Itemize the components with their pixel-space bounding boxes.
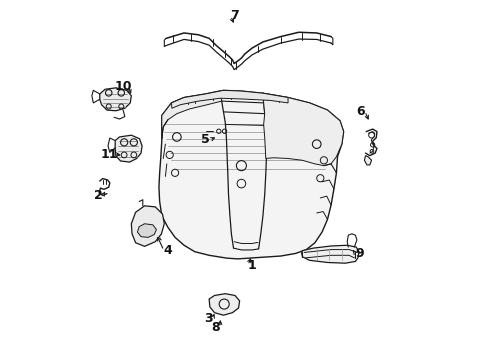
- Polygon shape: [131, 206, 164, 246]
- Polygon shape: [137, 224, 156, 237]
- Text: 4: 4: [164, 244, 172, 257]
- Text: 3: 3: [204, 312, 212, 325]
- Text: 5: 5: [201, 133, 210, 146]
- Text: 8: 8: [211, 321, 220, 334]
- Polygon shape: [159, 90, 343, 259]
- Text: 10: 10: [115, 80, 132, 93]
- Polygon shape: [365, 156, 371, 165]
- Text: 2: 2: [94, 189, 103, 202]
- Polygon shape: [100, 88, 131, 111]
- Polygon shape: [302, 245, 359, 263]
- Polygon shape: [162, 91, 221, 139]
- Text: 1: 1: [248, 259, 257, 272]
- Polygon shape: [215, 127, 230, 138]
- Text: 6: 6: [356, 105, 365, 118]
- Polygon shape: [115, 135, 142, 162]
- Polygon shape: [209, 294, 240, 315]
- Text: 11: 11: [101, 148, 119, 161]
- Text: 7: 7: [231, 9, 239, 22]
- Polygon shape: [263, 93, 343, 166]
- Polygon shape: [172, 90, 288, 108]
- Text: 9: 9: [355, 247, 364, 260]
